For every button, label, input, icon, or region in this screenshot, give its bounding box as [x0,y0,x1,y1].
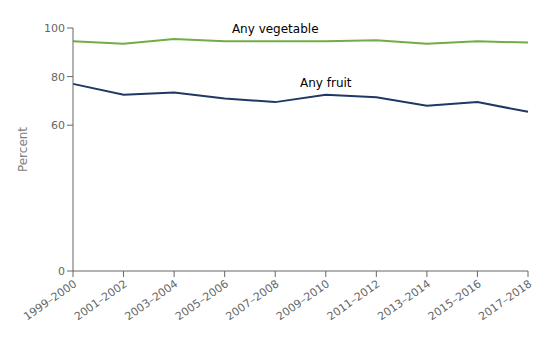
svg-text:80: 80 [51,71,65,84]
svg-text:Percent: Percent [16,127,30,172]
svg-text:2003–2004: 2003–2004 [122,277,180,323]
svg-text:2009–2010: 2009–2010 [274,277,332,323]
svg-text:60: 60 [51,119,65,132]
svg-text:2007–2008: 2007–2008 [224,277,282,323]
svg-text:2001–2002: 2001–2002 [72,277,130,323]
svg-text:2015–2016: 2015–2016 [426,277,484,323]
svg-text:100: 100 [44,22,65,35]
svg-text:1999–2000: 1999–2000 [21,277,79,323]
svg-text:2017–2018: 2017–2018 [476,277,534,323]
svg-text:2013–2014: 2013–2014 [375,277,433,323]
svg-text:Any vegetable: Any vegetable [232,22,319,36]
svg-text:Any fruit: Any fruit [300,76,352,90]
svg-text:2011–2012: 2011–2012 [325,277,383,323]
svg-text:2005–2006: 2005–2006 [173,277,231,323]
svg-text:0: 0 [58,265,65,278]
